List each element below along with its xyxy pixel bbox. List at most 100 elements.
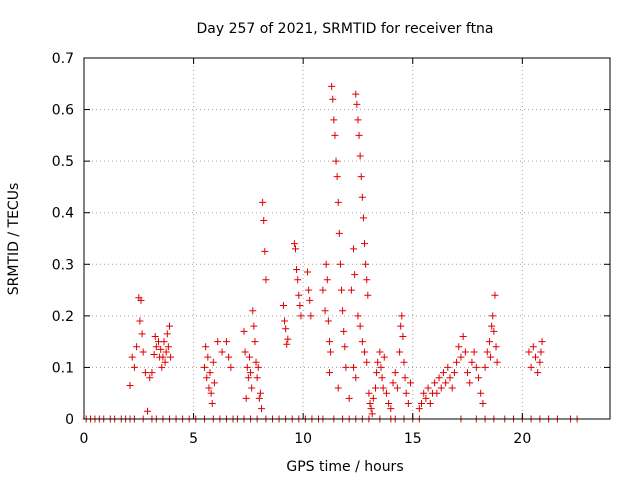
data-point bbox=[207, 389, 215, 397]
data-point bbox=[378, 374, 386, 382]
data-point bbox=[356, 152, 364, 160]
data-point bbox=[133, 343, 141, 351]
data-point bbox=[152, 343, 160, 351]
data-point bbox=[282, 325, 290, 333]
data-point bbox=[141, 369, 149, 377]
data-point bbox=[290, 240, 298, 248]
data-point bbox=[345, 394, 353, 402]
data-point bbox=[148, 369, 156, 377]
y-tick-label: 0.3 bbox=[52, 257, 74, 273]
data-point bbox=[453, 358, 461, 366]
data-point bbox=[293, 265, 301, 273]
data-point bbox=[247, 369, 255, 377]
y-tick-label: 0.7 bbox=[52, 51, 74, 67]
data-point bbox=[536, 358, 544, 366]
data-point bbox=[325, 369, 333, 377]
data-point bbox=[461, 348, 469, 356]
data-point bbox=[319, 286, 327, 294]
data-point bbox=[433, 389, 441, 397]
data-point bbox=[336, 260, 344, 268]
data-point bbox=[279, 302, 287, 310]
data-point bbox=[291, 245, 299, 253]
data-point bbox=[305, 286, 313, 294]
data-point bbox=[128, 353, 136, 361]
data-point bbox=[341, 343, 349, 351]
data-point bbox=[323, 276, 331, 284]
data-point bbox=[138, 330, 146, 338]
data-point bbox=[151, 332, 159, 340]
data-point bbox=[208, 400, 216, 408]
data-point bbox=[139, 348, 147, 356]
data-point bbox=[261, 247, 269, 255]
data-point bbox=[259, 198, 267, 206]
data-point bbox=[472, 363, 480, 371]
data-point bbox=[254, 363, 262, 371]
data-point bbox=[136, 317, 144, 325]
data-point bbox=[328, 82, 336, 90]
data-point bbox=[489, 312, 497, 320]
data-point bbox=[338, 286, 346, 294]
data-point bbox=[457, 353, 465, 361]
data-point bbox=[363, 358, 371, 366]
data-point bbox=[350, 245, 358, 253]
data-point bbox=[256, 389, 264, 397]
data-point bbox=[252, 358, 260, 366]
data-point bbox=[448, 384, 456, 392]
data-point bbox=[379, 384, 387, 392]
data-point bbox=[335, 229, 343, 237]
data-points bbox=[82, 82, 581, 423]
x-tick-label: 15 bbox=[404, 431, 422, 447]
data-point bbox=[424, 384, 432, 392]
data-point bbox=[415, 405, 423, 413]
data-point bbox=[244, 374, 252, 382]
x-tick-label: 0 bbox=[80, 431, 89, 447]
x-tick-label: 10 bbox=[294, 431, 312, 447]
data-point bbox=[404, 400, 412, 408]
data-point bbox=[444, 363, 452, 371]
data-point bbox=[352, 374, 360, 382]
data-point bbox=[240, 327, 248, 335]
data-point bbox=[377, 363, 385, 371]
data-point bbox=[214, 338, 222, 346]
data-point bbox=[164, 343, 172, 351]
data-point bbox=[158, 363, 166, 371]
data-point bbox=[426, 400, 434, 408]
data-point bbox=[354, 116, 362, 124]
y-tick-label: 0.6 bbox=[52, 103, 74, 119]
data-point bbox=[352, 90, 360, 98]
data-point bbox=[255, 394, 263, 402]
data-point bbox=[321, 307, 329, 315]
data-point bbox=[205, 384, 213, 392]
data-point bbox=[527, 363, 535, 371]
data-point bbox=[262, 276, 270, 284]
data-point bbox=[167, 353, 175, 361]
y-tick-label: 0.5 bbox=[52, 154, 74, 170]
data-point bbox=[350, 363, 358, 371]
data-point bbox=[227, 363, 235, 371]
data-point bbox=[369, 394, 377, 402]
data-point bbox=[325, 338, 333, 346]
data-point bbox=[529, 343, 537, 351]
data-point bbox=[485, 338, 493, 346]
data-point bbox=[387, 405, 395, 413]
data-point bbox=[446, 374, 454, 382]
data-point bbox=[401, 374, 409, 382]
data-point bbox=[371, 384, 379, 392]
data-point bbox=[330, 116, 338, 124]
data-point bbox=[374, 358, 382, 366]
data-point bbox=[455, 343, 463, 351]
data-point bbox=[258, 405, 266, 413]
data-point bbox=[402, 389, 410, 397]
data-point bbox=[364, 291, 372, 299]
data-point bbox=[396, 348, 404, 356]
data-point bbox=[126, 381, 134, 389]
data-point bbox=[251, 338, 259, 346]
data-point bbox=[435, 374, 443, 382]
data-point bbox=[201, 363, 209, 371]
x-tick-label: 20 bbox=[513, 431, 531, 447]
data-point bbox=[339, 307, 347, 315]
data-point bbox=[422, 394, 430, 402]
data-point bbox=[356, 322, 364, 330]
data-point bbox=[245, 353, 253, 361]
